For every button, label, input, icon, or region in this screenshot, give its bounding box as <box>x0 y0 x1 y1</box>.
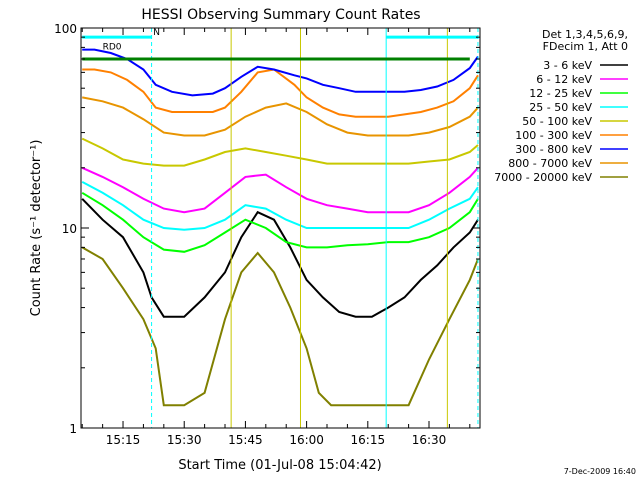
y-tick-label: 10 <box>62 222 77 236</box>
series-line-7000-20000-kev <box>81 246 479 407</box>
legend-label-50-100-kev: 50 - 100 keV <box>522 115 592 128</box>
legend-label-300-800-kev: 300 - 800 keV <box>515 143 592 156</box>
x-tick-label: 15:15 <box>106 433 141 447</box>
legend-label-12-25-kev: 12 - 25 keV <box>529 87 592 100</box>
series-layer <box>81 48 479 407</box>
x-tick-label: 15:30 <box>167 433 202 447</box>
annotation-n: N <box>153 28 160 38</box>
legend-label-100-300-kev: 100 - 300 keV <box>515 129 592 142</box>
plot-frame <box>80 27 481 429</box>
legend-label-25-50-kev: 25 - 50 keV <box>529 101 592 114</box>
legend: Det 1,3,4,5,6,9,FDecim 1, Att 0 3 - 6 keV… <box>494 28 628 184</box>
series-line-800-7000-kev <box>82 96 479 137</box>
markers-layer: RD0 N <box>82 28 479 428</box>
footer-date: 7-Dec-2009 16:40 <box>564 467 636 476</box>
legend-label-3-6-kev: 3 - 6 keV <box>543 59 592 72</box>
legend-label-800-7000-kev: 800 - 7000 keV <box>508 157 592 170</box>
series-line-25-50-kev <box>81 181 479 231</box>
x-axis-label: Start Time (01-Jul-08 15:04:42) <box>178 458 381 473</box>
x-tick-label: 16:15 <box>351 433 386 447</box>
series-line-50-100-kev <box>81 137 479 167</box>
series-line-6-12-kev <box>81 166 479 214</box>
y-tick-label: 100 <box>54 22 77 36</box>
legend-label-7000-20000-kev: 7000 - 20000 keV <box>494 171 592 184</box>
x-tick-label: 16:30 <box>412 433 447 447</box>
y-axis-ticks: 1 10 100 <box>54 22 480 436</box>
series-line-300-800-kev <box>82 48 479 97</box>
legend-header-line: FDecim 1, Att 0 <box>543 40 628 53</box>
y-axis-label: Count Rate (s⁻¹ detector⁻¹) <box>29 140 44 317</box>
y-tick-label: 1 <box>69 422 77 436</box>
x-axis-ticks: 15:15 15:30 15:45 16:00 16:15 16:30 <box>81 28 471 447</box>
annotation-rd0: RD0 <box>103 43 122 53</box>
chart-title: HESSI Observing Summary Count Rates <box>141 7 420 23</box>
legend-label-6-12-kev: 6 - 12 keV <box>536 73 592 86</box>
series-line-12-25-kev <box>81 191 479 253</box>
legend-header-line: Det 1,3,4,5,6,9, <box>542 28 628 41</box>
x-tick-label: 16:00 <box>289 433 324 447</box>
series-line-100-300-kev <box>82 68 479 118</box>
x-tick-label: 15:45 <box>228 433 263 447</box>
